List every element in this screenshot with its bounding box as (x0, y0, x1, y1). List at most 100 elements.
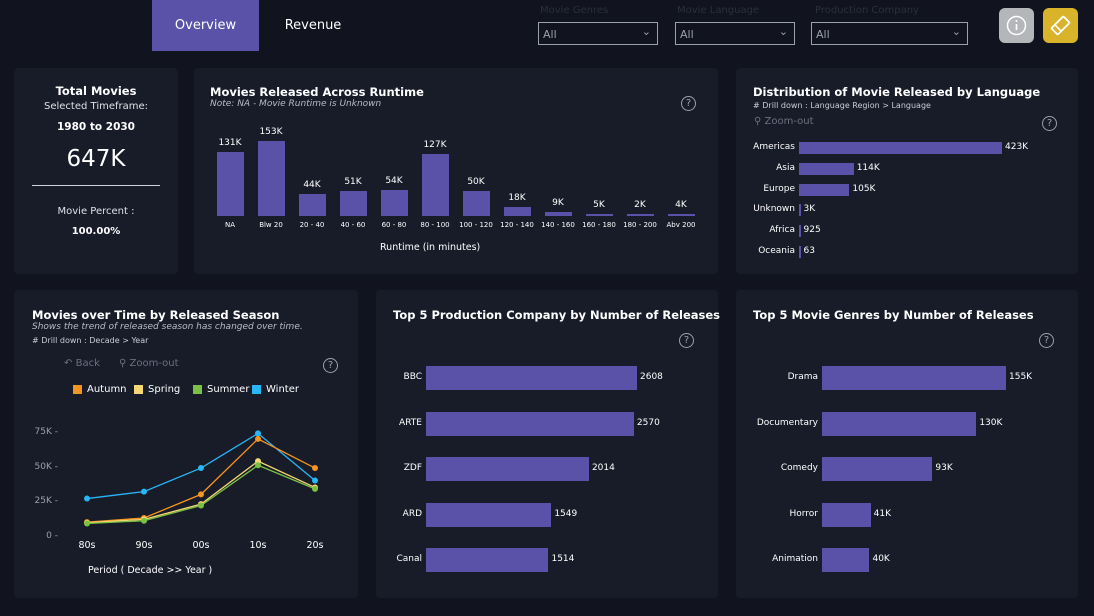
category-label: BBC (403, 372, 422, 382)
x-tick-label: 140 - 160 (541, 221, 575, 229)
back-button[interactable]: ↶ Back (64, 358, 100, 369)
filter-value: All (543, 28, 557, 41)
bar[interactable] (426, 502, 552, 527)
bar[interactable] (381, 189, 408, 216)
legend-swatch (73, 385, 82, 394)
bar[interactable] (426, 366, 637, 390)
category-label: Comedy (780, 463, 818, 473)
kpi-card: Total Movies Selected Timeframe: 1980 to… (14, 68, 178, 274)
data-label: 423K (1005, 142, 1029, 152)
divider (32, 185, 160, 186)
data-label: 1514 (551, 554, 575, 564)
chart-title: Distribution of Movie Released by Langua… (753, 85, 1041, 99)
bar[interactable] (799, 246, 801, 258)
bar[interactable] (822, 457, 933, 481)
chart-subtitle: Note: NA - Movie Runtime is Unknown (210, 99, 382, 109)
data-label: 51K (344, 177, 362, 187)
data-label: 1549 (554, 508, 578, 519)
bar[interactable] (340, 191, 367, 216)
info-button[interactable] (999, 8, 1034, 43)
chevron-down-icon: ⌄ (641, 25, 651, 38)
category-label: Africa (769, 225, 795, 236)
x-axis-label: Runtime (in minutes) (380, 242, 481, 253)
bar[interactable] (258, 141, 285, 216)
help-icon[interactable]: ? (1042, 116, 1057, 131)
tab-overview[interactable]: Overview (152, 0, 259, 51)
bar[interactable] (299, 194, 326, 216)
clear-filters-button[interactable] (1043, 8, 1078, 43)
bar[interactable] (627, 214, 654, 216)
chart-title: Movies Released Across Runtime (210, 85, 424, 99)
bar[interactable] (426, 457, 589, 481)
data-label: 105K (852, 183, 876, 194)
x-tick-label: 160 - 180 (582, 221, 616, 229)
x-tick-label: 60 - 80 (381, 221, 407, 229)
bar[interactable] (799, 142, 1002, 154)
bar[interactable] (822, 366, 1006, 390)
bar[interactable] (822, 548, 870, 572)
category-label: Animation (772, 554, 818, 564)
bar[interactable] (426, 411, 634, 436)
category-label: Americas (753, 142, 795, 152)
category-label: ARTE (399, 417, 422, 428)
back-icon: ↶ (64, 358, 73, 369)
data-label: 18K (508, 193, 526, 204)
bar[interactable] (799, 225, 801, 238)
category-label: Drama (787, 372, 818, 382)
bar[interactable] (586, 213, 613, 216)
x-tick-label: 40 - 60 (340, 221, 366, 229)
filter-value: All (816, 28, 830, 41)
kpi-title: Total Movies (55, 84, 137, 98)
filter-value: All (680, 28, 694, 41)
help-icon[interactable]: ? (323, 358, 338, 373)
category-label: Horror (789, 508, 818, 519)
legend-label: Autumn (87, 384, 127, 395)
x-tick-label: 10s (249, 540, 267, 551)
bar[interactable] (504, 207, 531, 216)
zoom-out-button[interactable]: ⚲ Zoom-out (119, 358, 179, 369)
y-tick-label: 0 - (46, 531, 58, 541)
bar[interactable] (217, 151, 244, 216)
category-label: Unknown (753, 204, 795, 215)
category-label: ARD (402, 508, 422, 519)
bar[interactable] (545, 211, 572, 216)
data-label: 155K (1009, 372, 1033, 382)
bar[interactable] (422, 153, 449, 216)
bar[interactable] (463, 191, 490, 216)
data-label: 54K (385, 175, 403, 186)
data-label: 4K (675, 200, 687, 210)
data-label: 63 (803, 246, 815, 256)
data-label: 153K (259, 127, 283, 137)
chart-title: Top 5 Production Company by Number of Re… (393, 308, 721, 322)
filter-label: Movie Genres (540, 5, 609, 16)
zoom-out-icon: ⚲ (754, 116, 762, 127)
y-tick-label: 50K - (34, 461, 58, 472)
legend-swatch (134, 385, 143, 394)
kpi-percent-label: Movie Percent : (57, 206, 135, 217)
chart-subtitle: Shows the trend of released season has c… (32, 322, 303, 332)
chart-title: Top 5 Movie Genres by Number of Releases (753, 308, 1034, 322)
help-icon[interactable]: ? (681, 96, 696, 111)
bar[interactable] (426, 548, 549, 572)
tab-revenue[interactable]: Revenue (266, 0, 360, 51)
chevron-down-icon: ⌄ (951, 25, 961, 38)
language-filter[interactable]: All ⌄ (675, 22, 795, 45)
genre-filter[interactable]: All ⌄ (538, 22, 658, 45)
genres-card (736, 290, 1078, 598)
bar[interactable] (822, 502, 871, 527)
x-axis-label: Period ( Decade >> Year ) (88, 565, 213, 576)
help-icon[interactable]: ? (1039, 333, 1054, 348)
help-icon[interactable]: ? (679, 333, 694, 348)
legend-swatch (193, 385, 202, 394)
x-tick-label: 20s (306, 540, 324, 551)
tab-label: Overview (174, 18, 237, 33)
bar[interactable] (822, 411, 977, 436)
company-filter[interactable]: All ⌄ (811, 22, 968, 45)
category-label: Canal (396, 554, 422, 564)
data-label: 40K (872, 554, 890, 564)
bar[interactable] (668, 214, 695, 216)
zoom-out-button[interactable]: ⚲ Zoom-out (754, 116, 814, 127)
bar[interactable] (799, 162, 854, 175)
bar[interactable] (799, 204, 801, 217)
bar[interactable] (799, 183, 850, 196)
